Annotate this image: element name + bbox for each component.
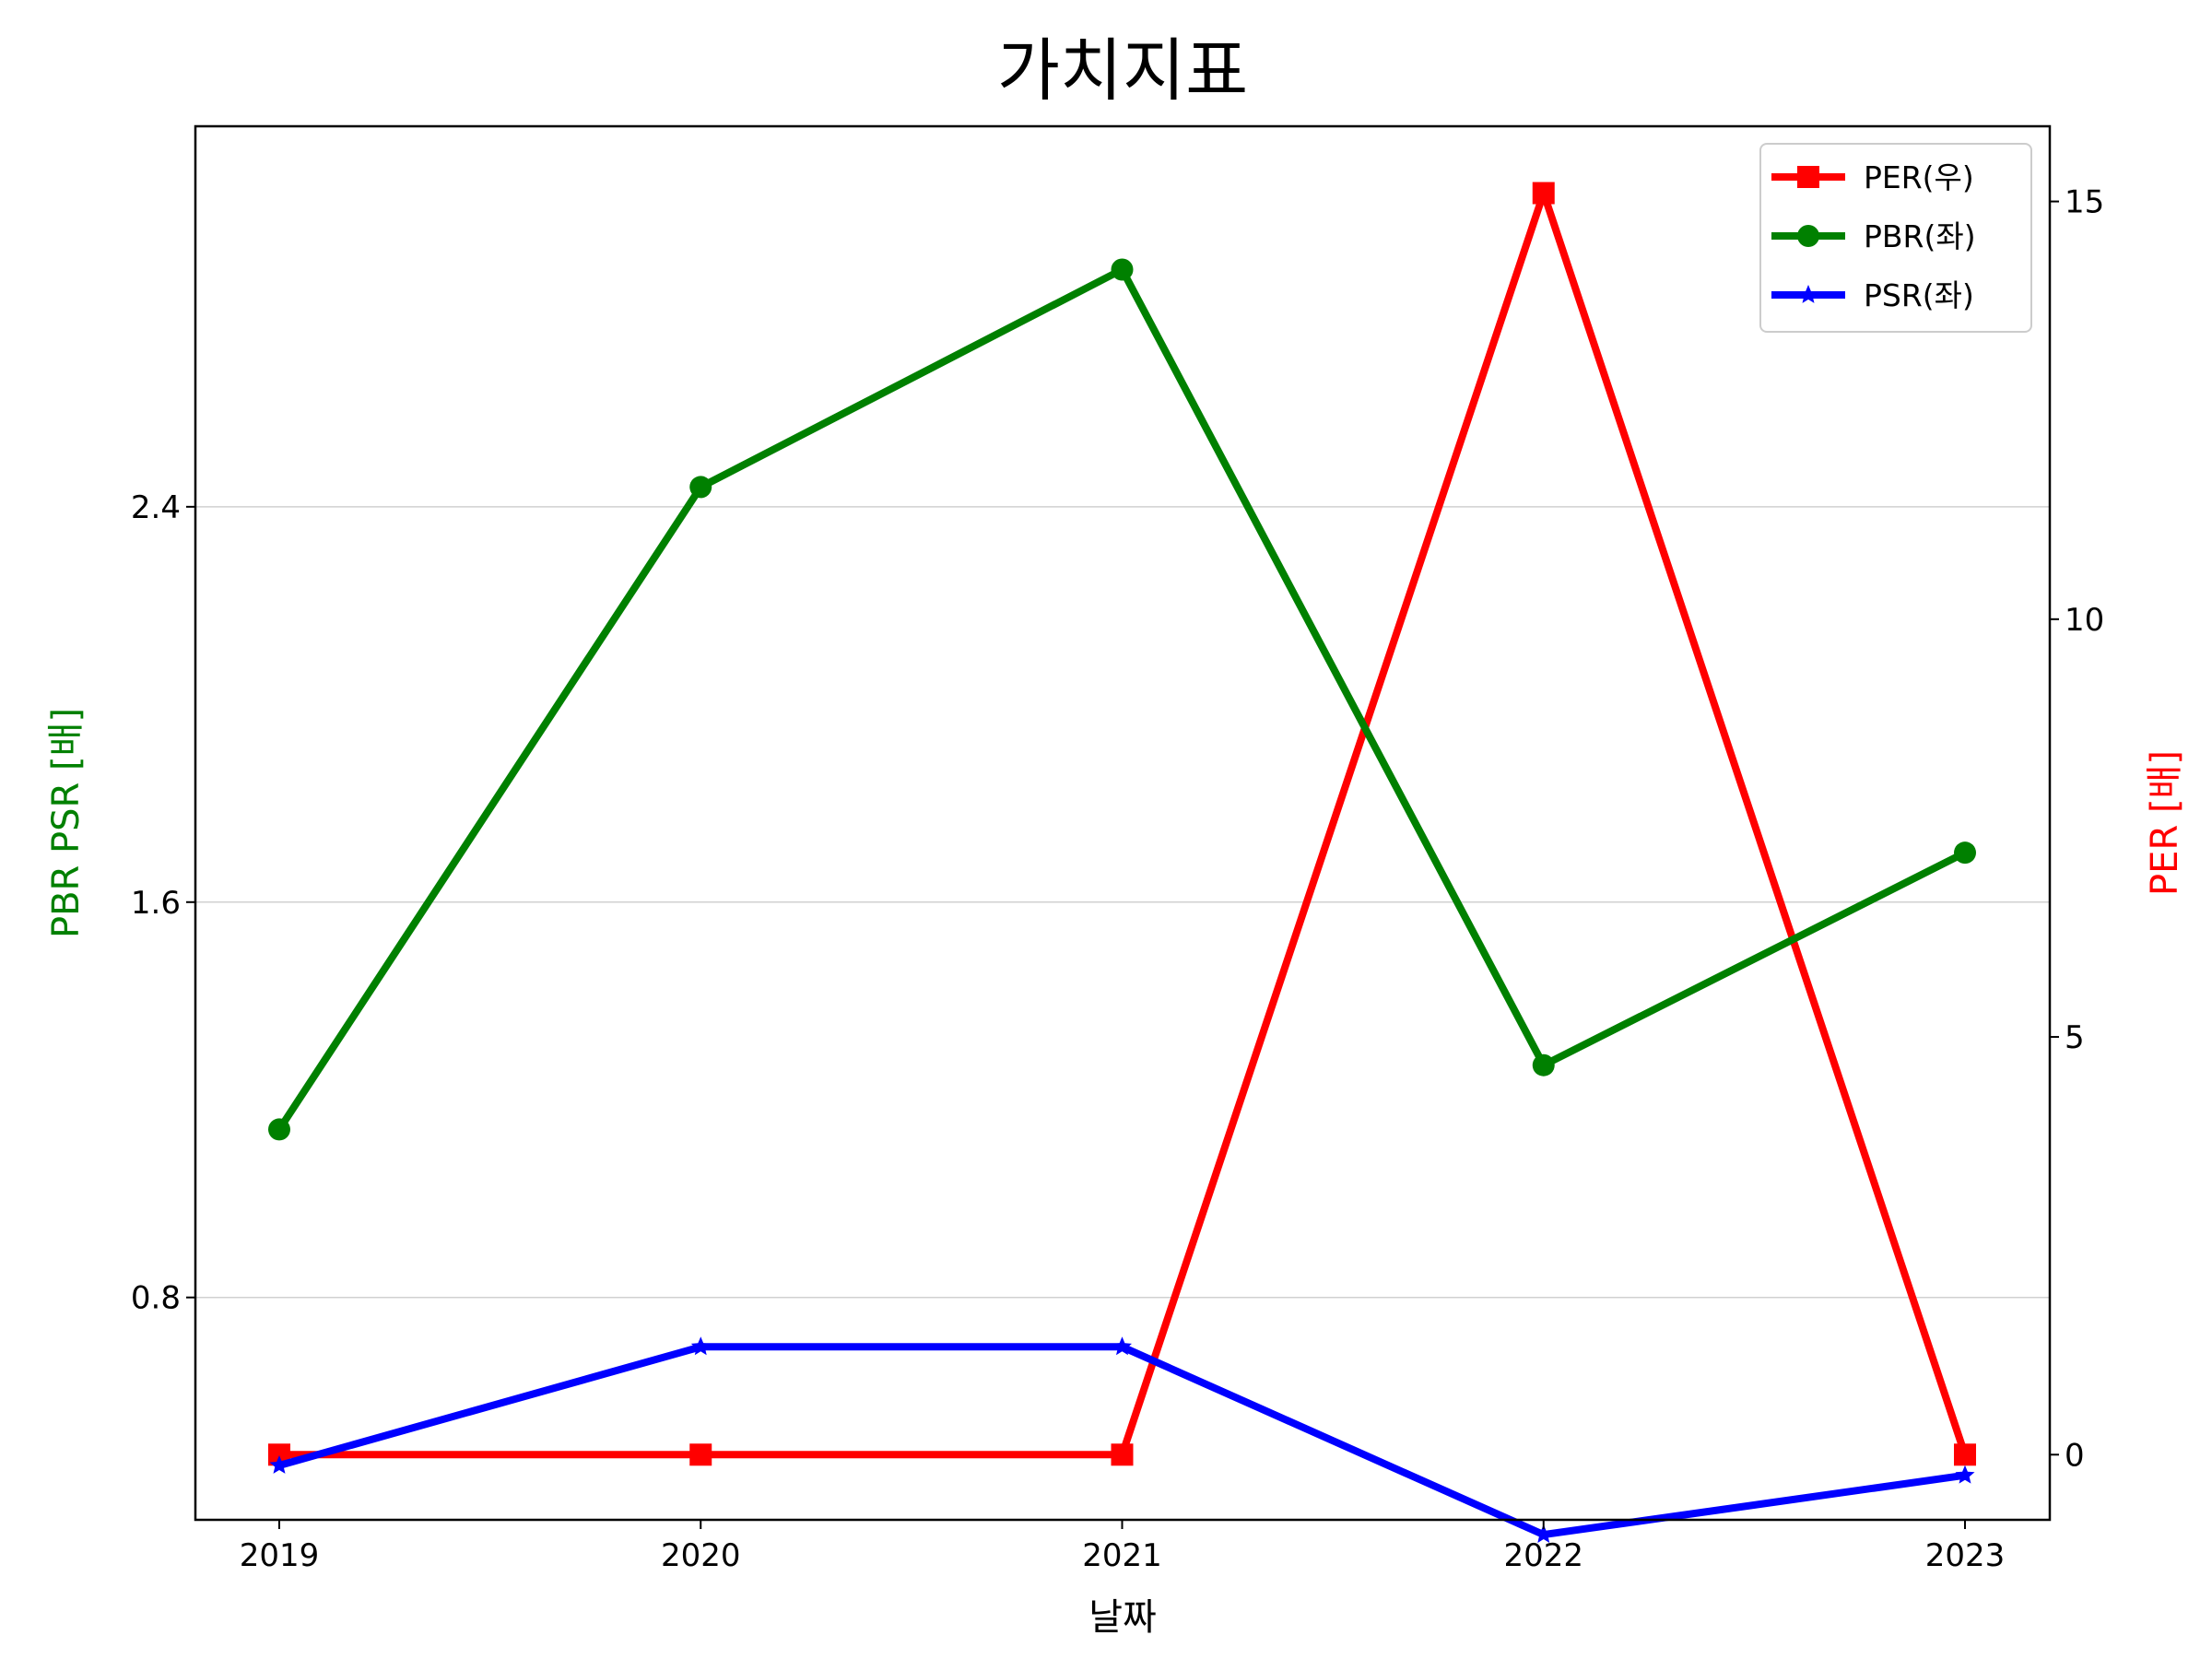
data-point-psr xyxy=(269,1455,289,1474)
data-point-psr xyxy=(690,1336,711,1356)
data-point-pbr xyxy=(268,1118,290,1141)
axis-layer: 0.8 1.6 2.4 0 5 10 15 2019 2020 2021 2022 2023 xyxy=(131,184,2104,1574)
data-point-psr xyxy=(1955,1465,1975,1484)
chart-title: 가치지표 xyxy=(997,31,1248,111)
data-point-pbr xyxy=(689,476,712,499)
data-point-pbr xyxy=(1954,841,1976,865)
left-y-axis-label: PBR PSR [배] xyxy=(45,708,88,938)
data-point-pbr xyxy=(1532,1053,1555,1077)
right-y-tick-label: 0 xyxy=(2065,1437,2085,1474)
grid-layer xyxy=(195,506,2050,1299)
data-point-pbr xyxy=(1111,258,1134,281)
data-point-per xyxy=(1111,1443,1134,1466)
left-y-tick-label: 0.8 xyxy=(131,1280,181,1317)
x-tick-label: 2019 xyxy=(240,1537,320,1574)
left-y-tick-label: 2.4 xyxy=(131,489,181,526)
legend-label-pbr: PBR(좌) xyxy=(1864,218,1976,254)
legend-label-psr: PSR(좌) xyxy=(1864,277,1974,313)
right-y-axis-label: PER [배] xyxy=(2144,750,2186,896)
right-y-tick-label: 5 xyxy=(2065,1019,2085,1056)
x-tick-label: 2023 xyxy=(1925,1537,2006,1574)
right-y-tick-label: 15 xyxy=(2065,184,2104,221)
legend: PER(우) PBR(좌) PSR(좌) xyxy=(1759,143,2032,333)
x-axis-label: 날짜 xyxy=(1088,1596,1157,1639)
data-point-per xyxy=(689,1443,712,1466)
legend-label-per: PER(우) xyxy=(1864,159,1974,195)
legend-marker-pbr xyxy=(1797,225,1819,247)
right-y-tick-label: 10 xyxy=(2065,602,2104,639)
data-point-psr xyxy=(1112,1336,1132,1356)
data-point-per xyxy=(1532,182,1555,205)
series-layer xyxy=(268,182,1976,1543)
x-tick-label: 2022 xyxy=(1503,1537,1583,1574)
legend-marker-psr xyxy=(1798,285,1818,303)
legend-box xyxy=(1759,143,2032,333)
left-y-tick-label: 1.6 xyxy=(131,885,181,922)
legend-marker-per xyxy=(1797,166,1819,188)
x-tick-label: 2020 xyxy=(661,1537,741,1574)
data-point-psr xyxy=(1534,1524,1554,1543)
x-tick-label: 2021 xyxy=(1082,1537,1162,1574)
data-point-per xyxy=(1954,1443,1976,1466)
